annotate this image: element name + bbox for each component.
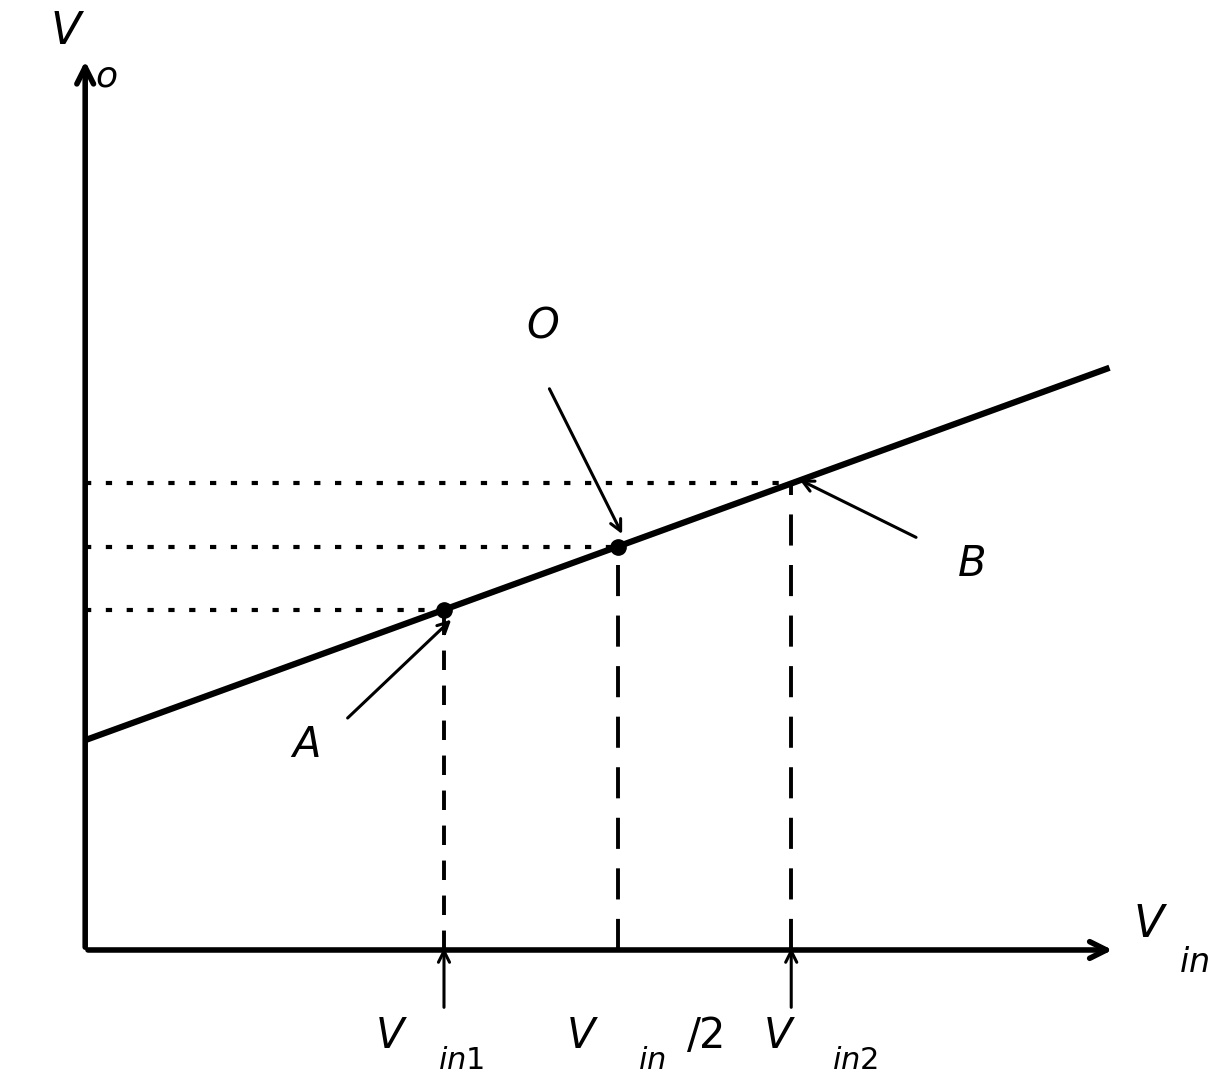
Text: $V$: $V$ [51,11,86,53]
Text: $in$: $in$ [639,1045,667,1076]
Text: $o$: $o$ [94,59,117,94]
Text: $in$: $in$ [1179,946,1209,978]
Text: $V$: $V$ [566,1015,599,1057]
Text: $/2$: $/2$ [686,1015,722,1057]
Text: $in2$: $in2$ [831,1045,878,1076]
Text: $V$: $V$ [1133,904,1168,947]
Text: $in1$: $in1$ [438,1045,484,1076]
Text: $V$: $V$ [375,1015,408,1057]
Text: $A$: $A$ [290,724,319,766]
Text: $B$: $B$ [957,542,985,584]
Text: $O$: $O$ [526,305,559,346]
Text: $V$: $V$ [764,1015,796,1057]
